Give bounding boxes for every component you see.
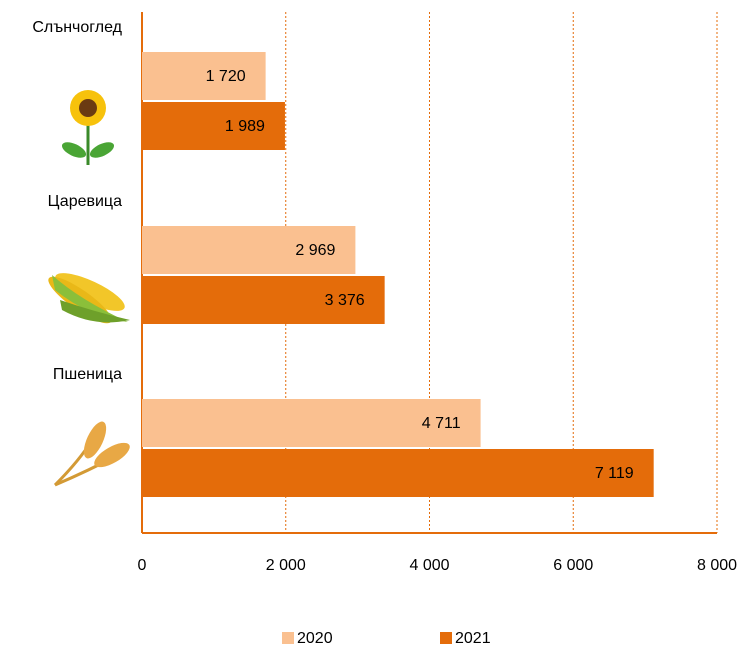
bar [142,449,654,497]
legend-label: 2020 [297,630,333,647]
x-tick-label: 4 000 [409,557,449,574]
category-label: Слънчоглед [32,19,122,36]
x-tick-label: 6 000 [553,557,593,574]
x-tick-label: 2 000 [266,557,306,574]
value-label: 3 376 [325,292,365,309]
x-tick-label: 8 000 [697,557,737,574]
wheat-icon [53,421,130,487]
value-label: 2 969 [295,242,335,259]
bar [142,102,285,150]
bar [142,276,385,324]
category-label: Царевица [48,193,122,210]
value-label: 7 119 [595,465,634,482]
sunflower-icon [61,90,115,165]
legend-swatch [440,632,452,644]
category-label: Пшеница [53,366,122,383]
bar [142,52,266,100]
bar [142,226,356,274]
x-tick-label: 0 [138,557,147,574]
value-label: 1 720 [206,68,246,85]
bar [142,399,481,447]
value-label: 1 989 [225,118,265,135]
legend-swatch [282,632,294,644]
value-label: 4 711 [422,415,461,432]
legend-label: 2021 [455,630,491,647]
corn-icon [48,273,130,324]
